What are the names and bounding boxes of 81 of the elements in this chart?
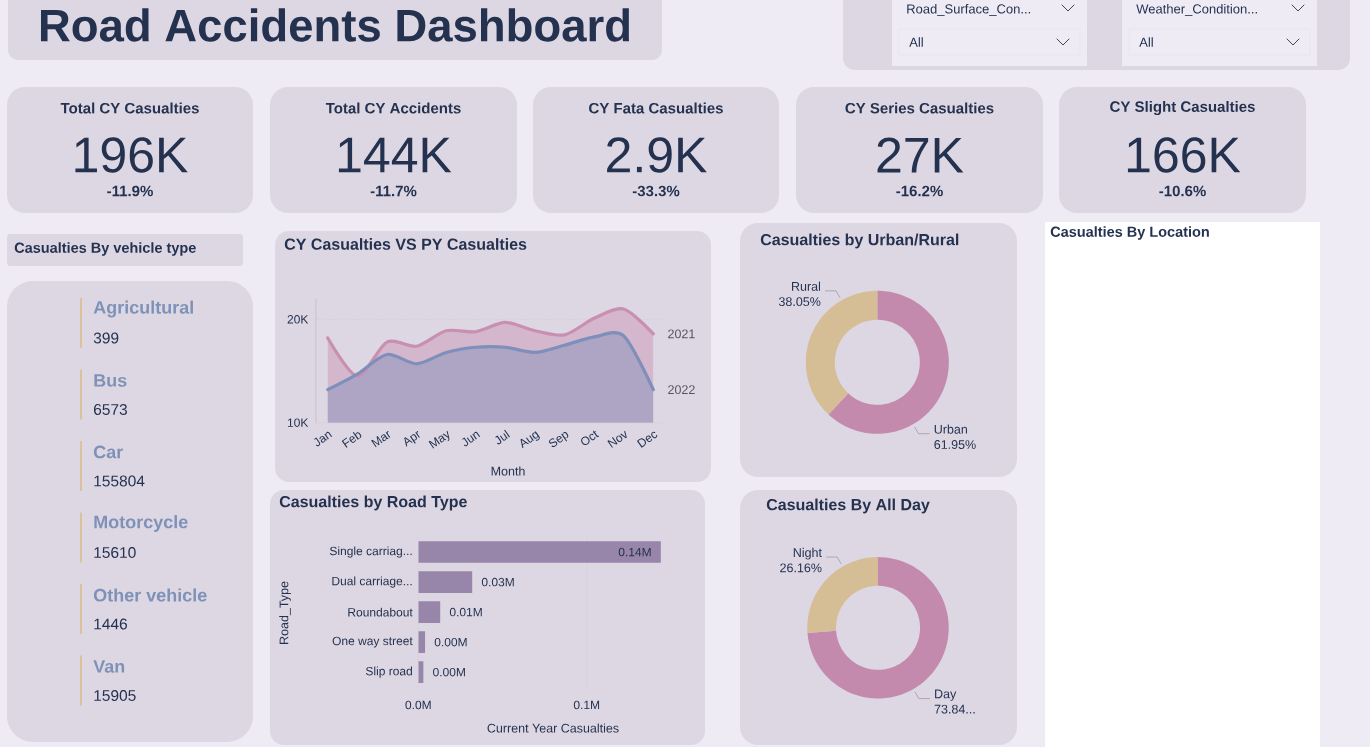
x-axis-title: Month (491, 466, 525, 476)
x-tick-label: May (428, 430, 450, 449)
x-tick-label: Jul (495, 429, 510, 445)
y-tick-label: 10K (287, 418, 309, 427)
text: -10.6% (1159, 185, 1206, 197)
text: 144K (338, 137, 452, 173)
category-label: Motorcycle (94, 515, 188, 532)
text: CY Series Casualties (845, 102, 994, 114)
y-tick-label: Roundabout (348, 607, 413, 617)
x-tick-label: Sep (548, 432, 569, 448)
category-label: Van (93, 660, 125, 673)
x-tick-label: Apr (404, 430, 420, 447)
x-tick-label: Nov (607, 430, 627, 448)
chart-title: CY Casualties VS PY Casualties (284, 238, 527, 250)
chart-title: Casualties By All Day (766, 498, 930, 514)
y-tick-label: One way street (332, 636, 413, 648)
text: 196K (75, 137, 188, 173)
bar (418, 631, 426, 653)
y-tick-label: Slip road (365, 666, 412, 678)
data-label: 15905 (94, 690, 136, 701)
slice-label: Rural (792, 281, 821, 291)
y-tick-label: Dual carriage... (332, 576, 412, 588)
text: CY Fata Casualties (589, 102, 723, 114)
data-label: 38.05% (778, 297, 821, 307)
slice-label: Night (793, 547, 822, 560)
text: 2.9K (607, 137, 707, 173)
x-tick-label: Feb (341, 432, 362, 448)
text: Total CY Accidents (325, 102, 461, 114)
x-tick-label: Jun (462, 431, 481, 447)
data-label: 0.01M (449, 607, 482, 617)
bar (418, 541, 661, 563)
x-tick-label: Mar (371, 430, 391, 448)
series-label: 2022 (668, 385, 695, 395)
text: 27K (877, 137, 964, 173)
text: Road Accidents Dashboard (40, 8, 630, 42)
slice-label: Urban (934, 424, 967, 434)
y-axis-title: Road_Type (279, 581, 291, 644)
category-label: Bus (94, 374, 127, 387)
text: Total CY Casualties (60, 102, 199, 114)
x-axis-title: Current Year Casualties (487, 723, 619, 733)
text: -11.9% (107, 185, 153, 197)
text: Road_Surface_Con... (907, 3, 1031, 16)
text: CY Slight Casualties (1110, 100, 1255, 116)
category-label: Car (93, 445, 123, 459)
x-tick-label: Oct (581, 430, 600, 446)
data-label: 26.16% (780, 563, 822, 573)
y-tick-label: Single carriag... (329, 546, 412, 558)
data-label: 0.14M (618, 547, 651, 557)
text: Casualties By Location (1050, 226, 1209, 240)
y-tick-label: 20K (287, 315, 309, 324)
text: Weather_Condition... (1136, 3, 1257, 16)
data-label: 0.00M (433, 667, 465, 677)
data-label: 0.03M (481, 577, 514, 587)
text: -33.3% (632, 185, 680, 197)
text: -11.7% (370, 185, 417, 197)
data-label: 155804 (94, 475, 145, 487)
bar (418, 601, 441, 623)
chart-title: Casualties by Road Type (279, 495, 467, 511)
x-tick-label: Jan (314, 431, 333, 447)
x-tick-label: 0.0M (405, 700, 431, 710)
slice-label: Day (935, 689, 957, 701)
data-label: 73.84... (934, 704, 975, 714)
text: All (909, 37, 923, 47)
text: All (1139, 37, 1153, 47)
bar (418, 571, 473, 593)
text: -16.2% (896, 185, 943, 197)
text: 166K (1127, 137, 1241, 173)
x-tick-label: Dec (636, 431, 658, 448)
data-label: 1446 (94, 618, 127, 630)
series-label: 2021 (668, 329, 695, 339)
data-label: 6573 (93, 404, 127, 415)
data-label: 399 (93, 332, 119, 344)
data-label: 61.95% (934, 440, 976, 449)
data-label: 15610 (94, 547, 136, 558)
chart-title: Casualties by Urban/Rural (760, 233, 959, 249)
category-label: Other vehicle (93, 588, 207, 602)
category-label: Agricultural (93, 300, 193, 318)
x-tick-label: Aug (520, 431, 540, 449)
text: Casualties By vehicle type (14, 242, 196, 256)
data-label: 0.00M (434, 637, 467, 647)
x-tick-label: 0.1M (573, 700, 600, 710)
